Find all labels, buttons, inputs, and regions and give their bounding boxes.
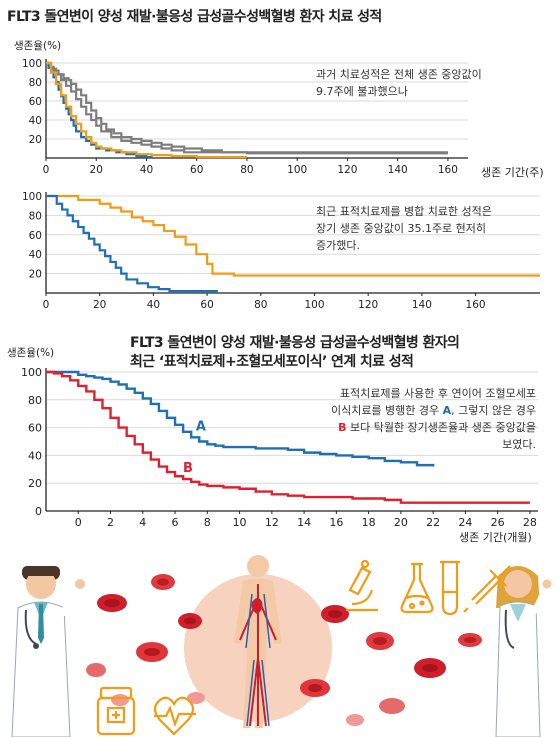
x-axis-label-weeks: 생존 기간(주) [481,166,544,179]
y-tick-label: 20 [28,477,42,490]
chart-targeted-therapy: 0 20 40 60 80 100 120 140 160 20 40 60 80 100 [22,191,540,311]
y-axis-label-bottom: 생존율(%) [7,347,55,359]
note-text: 이식치료를 병행한 경우 [330,404,443,417]
x-tick-label: 26 [491,516,505,529]
note-text: 보다 탁월한 장기생존율과 생존 중앙값을 [346,421,536,434]
x-tick-label: 22 [426,516,440,529]
note-line: 보였다. [286,436,536,453]
x-tick-label: 160 [438,164,458,176]
test-tube-icon [440,560,460,616]
x-tick-label: 18 [362,516,376,529]
body-circulation-icon [234,555,282,728]
y-axis-label-top: 생존율(%) [14,40,62,52]
chart-targeted-note: 최근 표적치료제를 병합 치료한 성적은 장기 생존 중앙값이 35.1주로 현… [316,203,492,254]
x-tick-label: 24 [458,516,472,529]
medical-illustration [11,555,552,737]
x-tick-label: 0 [75,516,82,529]
note-text: , 그렇지 않은 경우 [451,404,536,417]
title-line-2: 최근 ‘표적치료제+조혈모세포이식’ 연계 치료 성적 [130,354,414,370]
x-tick-label: 100 [304,299,324,311]
x-tick-label: 100 [287,164,307,176]
microscope-icon [346,559,378,612]
x-tick-label: 14 [297,516,311,529]
note-line-2: 9.7주에 불과했으나 [316,85,408,98]
y-tick-label: 40 [29,249,42,261]
series-label-a: A [196,419,206,434]
doctor-male-icon [11,566,85,737]
series-line-a [46,370,435,467]
syringe-icon [463,565,511,613]
x-tick-label: 120 [337,164,357,176]
y-tick-label: 100 [22,58,42,70]
x-tick-label: 40 [147,299,160,311]
note-line-3: 증가했다. [316,239,360,252]
note-line-1: 최근 표적치료제를 병합 치료한 성적은 [316,205,492,218]
x-tick-label: 12 [265,516,279,529]
note-highlight-a: A [442,404,452,417]
chart-historical: 0 20 40 60 80 100 120 140 160 20 40 60 80 100 [22,58,468,176]
chart-historical-note: 과거 치료성적은 전체 생존 중앙값이 9.7주에 불과했으나 [316,66,482,100]
x-tick-label: 160 [466,299,486,311]
x-tick-label: 10 [233,516,247,529]
medicine-bottle-icon [96,686,136,736]
series-line-gray-1 [46,61,448,154]
heart-pulse-icon [153,696,196,736]
y-tick-label: 60 [29,230,42,242]
y-tick-label: 100 [22,191,42,203]
x-tick-label: 80 [254,299,267,311]
y-tick-label: 100 [21,366,42,379]
x-tick-label: 80 [240,164,253,176]
x-tick-label: 28 [523,516,537,529]
y-tick-label: 20 [29,269,42,281]
x-tick-label: 16 [329,516,343,529]
note-line: B 보다 탁월한 장기생존율과 생존 중앙값을 [286,419,536,436]
y-tick-label: 40 [29,115,42,127]
x-tick-label: 20 [90,164,103,176]
series-line-orange-0 [46,194,540,277]
x-tick-label: 20 [394,516,408,529]
x-tick-label: 140 [388,164,408,176]
x-tick-label: 0 [43,164,50,176]
y-tick-label: 80 [29,77,42,89]
x-tick-label: 20 [93,299,106,311]
note-text: 표적치료제를 사용한 후 연이어 조혈모세포 [339,387,536,400]
x-tick-label: 8 [204,516,211,529]
y-tick-label: 0 [35,505,42,518]
title-line-1: FLT3 돌연변이 양성 재발·불응성 급성골수성백혈병 환자의 [130,335,460,351]
x-tick-label: 120 [358,299,378,311]
note-line-1: 과거 치료성적은 전체 생존 중앙값이 [316,68,482,81]
y-tick-label: 60 [29,96,42,108]
x-axis-label-months: 생존 기간(개월) [459,531,532,544]
note-text: 보였다. [502,438,536,451]
y-tick-label: 40 [28,449,42,462]
note-line: 이식치료를 병행한 경우 A, 그렇지 않은 경우 [286,402,536,419]
y-tick-label: 80 [28,394,42,407]
chart-title-transplant: FLT3 돌연변이 양성 재발·불응성 급성골수성백혈병 환자의 최근 ‘표적치… [130,334,460,372]
note-highlight-b: B [338,421,347,434]
doctor-female-icon [495,566,552,737]
x-tick-label: 60 [200,299,213,311]
x-tick-label: 4 [139,516,146,529]
y-tick-label: 60 [28,422,42,435]
x-tick-label: 0 [43,299,50,311]
series-line-b [46,370,530,504]
red-blood-cells [86,574,482,726]
y-tick-label: 80 [29,210,42,222]
x-tick-label: 6 [172,516,179,529]
y-tick-label: 20 [29,134,42,146]
x-tick-label: 60 [190,164,203,176]
series-line-orange-3 [46,61,247,159]
flask-icon [400,562,434,614]
note-line: 표적치료제를 사용한 후 연이어 조혈모세포 [286,385,536,402]
x-tick-label: 2 [107,516,114,529]
series-label-b: B [183,461,193,476]
note-line-2: 장기 생존 중앙값이 35.1주로 현저히 [316,222,487,235]
chart-title-top: FLT3 돌연변이 양성 재발·불응성 급성골수성백혈병 환자 치료 성적 [7,9,382,25]
series-line-blue-1 [46,194,218,293]
x-tick-label: 140 [412,299,432,311]
x-tick-label: 40 [140,164,153,176]
